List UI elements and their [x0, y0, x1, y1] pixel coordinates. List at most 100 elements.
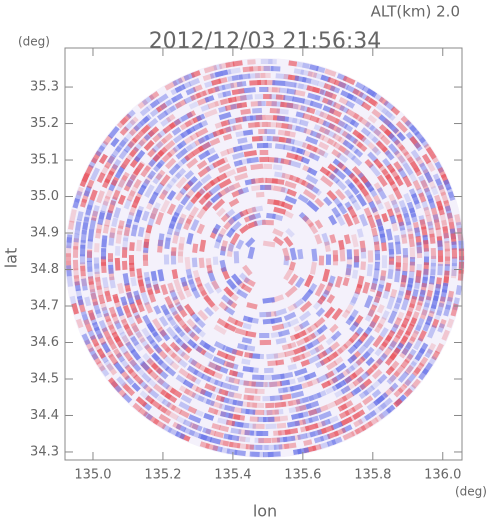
echo-cell: [299, 58, 313, 63]
echo-cell: [292, 448, 302, 455]
echo-cell: [223, 168, 237, 179]
echo-cell: [114, 246, 121, 256]
echo-cell: [342, 75, 356, 86]
echo-cell: [408, 233, 415, 248]
echo-cell: [390, 288, 398, 299]
echo-cell: [126, 189, 136, 202]
echo-cell: [116, 306, 124, 317]
echo-cell: [218, 126, 232, 135]
echo-cell: [92, 205, 100, 217]
echo-cell: [331, 206, 341, 218]
echo-cell: [334, 395, 348, 406]
echo-cell: [381, 242, 387, 252]
echo-cell: [373, 241, 380, 252]
echo-cell: [252, 402, 265, 409]
echo-cell: [437, 263, 443, 276]
echo-cell: [404, 310, 413, 321]
echo-cell: [99, 365, 110, 377]
echo-cell: [328, 107, 343, 118]
radar-field: [65, 58, 465, 458]
echo-cell: [284, 180, 297, 189]
echo-cell: [228, 391, 243, 400]
echo-cell: [430, 247, 437, 260]
echo-cell: [161, 183, 173, 196]
echo-cell: [276, 436, 288, 443]
echo-cell: [234, 449, 246, 457]
echo-cell: [326, 99, 337, 108]
echo-cell: [427, 282, 435, 292]
echo-cell: [152, 132, 163, 143]
echo-cell: [228, 182, 241, 192]
echo-cell: [203, 294, 216, 308]
echo-cell: [185, 188, 196, 199]
echo-cell: [306, 199, 320, 213]
echo-cell: [306, 322, 319, 334]
echo-cell: [360, 261, 367, 271]
echo-cell: [328, 173, 340, 184]
echo-cell: [144, 184, 155, 198]
echo-cell: [130, 335, 140, 347]
echo-cell: [272, 228, 284, 238]
echo-cell: [165, 384, 177, 395]
echo-cell: [269, 108, 280, 114]
echo-cell: [369, 124, 382, 137]
echo-cell: [186, 157, 199, 169]
echo-cell: [332, 141, 347, 154]
echo-cell: [288, 159, 302, 169]
echo-cell: [130, 277, 137, 287]
echo-cell: [172, 334, 182, 344]
echo-cell: [264, 128, 276, 135]
echo-cell: [66, 234, 73, 243]
echo-cell: [160, 116, 172, 127]
echo-cell: [254, 93, 264, 100]
echo-cell: [295, 111, 305, 119]
echo-cell: [398, 144, 410, 157]
echo-cell: [220, 447, 231, 454]
echo-cell: [386, 374, 397, 385]
echo-cell: [170, 404, 183, 415]
echo-cell: [110, 137, 120, 148]
echo-cell: [147, 170, 157, 180]
echo-cell: [371, 369, 383, 380]
echo-cell: [188, 429, 200, 438]
echo-cell: [246, 156, 259, 164]
echo-cell: [365, 356, 375, 367]
plot-frame: [64, 47, 463, 461]
echo-cell: [142, 383, 153, 394]
echo-cell: [364, 367, 374, 377]
echo-cell: [371, 108, 382, 119]
echo-cell: [263, 163, 273, 170]
echo-cell: [324, 68, 337, 77]
echo-cell: [300, 359, 311, 367]
echo-cell: [262, 297, 275, 304]
echo-cell: [257, 416, 267, 423]
echo-cell: [112, 293, 120, 304]
echo-cell: [168, 101, 183, 113]
echo-cell: [174, 190, 185, 202]
echo-cell: [163, 355, 175, 366]
echo-cell: [247, 72, 261, 79]
echo-cell: [176, 140, 187, 150]
echo-cell: [398, 283, 406, 296]
y-tick-label: 34.8: [30, 262, 59, 277]
echo-cell: [185, 141, 198, 152]
echo-cell: [300, 69, 313, 77]
echo-cell: [288, 60, 298, 67]
echo-cell: [306, 85, 320, 94]
echo-cell: [265, 311, 277, 318]
echo-cell: [111, 145, 122, 158]
echo-cell: [219, 245, 227, 256]
echo-cell: [430, 207, 439, 221]
echo-cell: [266, 100, 277, 107]
echo-cell: [172, 77, 184, 87]
echo-cell: [405, 221, 413, 232]
echo-cell: [403, 387, 413, 398]
echo-cell: [159, 99, 173, 110]
echo-cell: [429, 233, 436, 244]
echo-cell: [424, 171, 434, 184]
echo-cell: [170, 247, 177, 256]
echo-cell: [207, 100, 220, 110]
echo-cell: [199, 388, 213, 398]
echo-cell: [351, 234, 359, 248]
echo-cell: [292, 96, 305, 104]
